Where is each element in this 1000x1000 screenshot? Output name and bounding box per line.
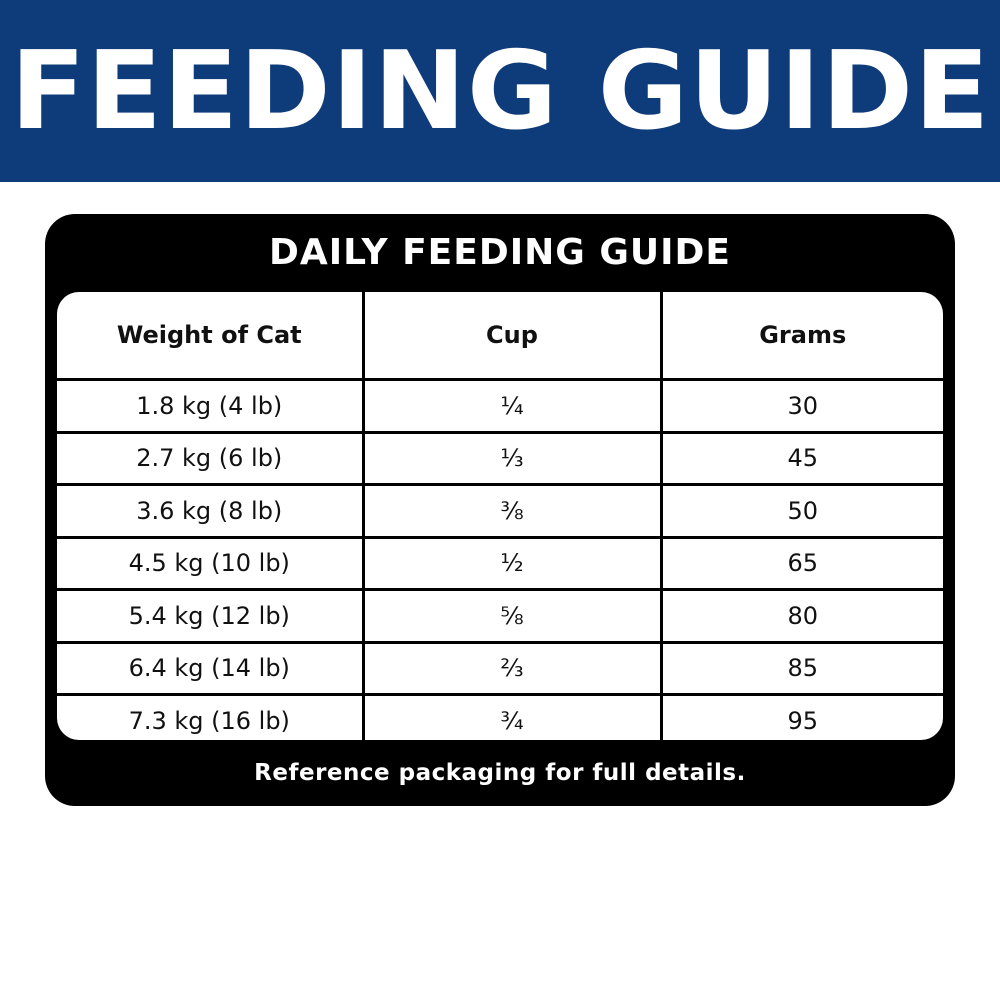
cell-grams: 95 — [659, 693, 943, 740]
cell-weight: 2.7 kg (6 lb) — [57, 430, 363, 485]
cell-weight: 5.4 kg (12 lb) — [57, 588, 363, 642]
header-banner: FEEDING GUIDE — [0, 0, 1000, 182]
header-grams: Grams — [659, 292, 943, 380]
cell-cup: ⅜ — [361, 483, 661, 537]
cell-grams: 80 — [659, 588, 943, 642]
footer-note: Reference packaging for full details. — [254, 760, 746, 786]
table-row: 6.4 kg (14 lb) ⅔ 85 — [57, 640, 943, 695]
feeding-guide-card: DAILY FEEDING GUIDE Weight of Cat Cup Gr… — [45, 214, 955, 806]
cell-grams: 30 — [659, 378, 943, 432]
cell-weight: 4.5 kg (10 lb) — [57, 535, 363, 590]
feeding-table: Weight of Cat Cup Grams 1.8 kg (4 lb) ¼ 30… — [57, 292, 943, 740]
cell-cup: ⅔ — [361, 640, 661, 695]
card-title: DAILY FEEDING GUIDE — [269, 232, 731, 273]
cell-cup: ¼ — [361, 378, 661, 432]
table-row: 4.5 kg (10 lb) ½ 65 — [57, 535, 943, 590]
cell-weight: 1.8 kg (4 lb) — [57, 378, 363, 432]
cell-grams: 85 — [659, 640, 943, 695]
table-row: 5.4 kg (12 lb) ⅝ 80 — [57, 588, 943, 642]
table-header-row: Weight of Cat Cup Grams — [57, 292, 943, 380]
page-title: FEEDING GUIDE — [10, 28, 990, 154]
cell-grams: 65 — [659, 535, 943, 590]
table-row: 3.6 kg (8 lb) ⅜ 50 — [57, 483, 943, 537]
feeding-table-container: Weight of Cat Cup Grams 1.8 kg (4 lb) ¼ 30… — [57, 292, 943, 740]
header-cup: Cup — [361, 292, 661, 380]
cell-weight: 7.3 kg (16 lb) — [57, 693, 363, 740]
cell-grams: 50 — [659, 483, 943, 537]
cell-cup: ¾ — [361, 693, 661, 740]
table-row: 1.8 kg (4 lb) ¼ 30 — [57, 378, 943, 432]
cell-cup: ⅝ — [361, 588, 661, 642]
cell-cup: ⅓ — [361, 430, 661, 485]
cell-grams: 45 — [659, 430, 943, 485]
table-row: 2.7 kg (6 lb) ⅓ 45 — [57, 430, 943, 485]
cell-weight: 3.6 kg (8 lb) — [57, 483, 363, 537]
cell-cup: ½ — [361, 535, 661, 590]
cell-weight: 6.4 kg (14 lb) — [57, 640, 363, 695]
header-weight: Weight of Cat — [116, 321, 302, 349]
table-row: 7.3 kg (16 lb) ¾ 95 — [57, 693, 943, 740]
